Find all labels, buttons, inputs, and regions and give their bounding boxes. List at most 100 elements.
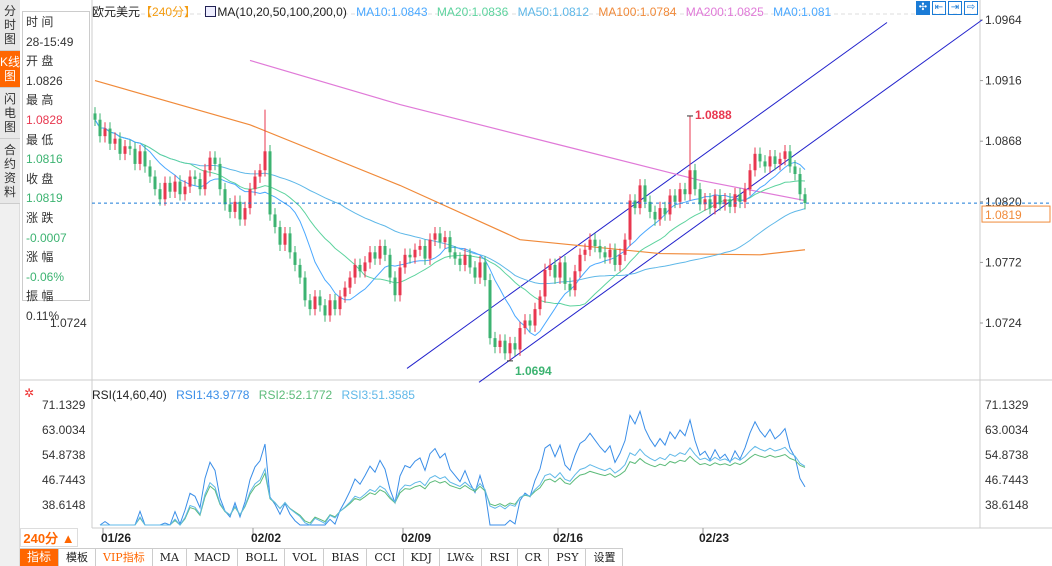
candle	[753, 147, 757, 177]
candle-body	[433, 233, 437, 240]
indicator-tab[interactable]: BOLL	[238, 549, 286, 566]
price-tick-label: 1.0772	[985, 255, 1022, 269]
tab-flash[interactable]: 闪电图	[0, 88, 20, 139]
candle-body	[578, 254, 582, 272]
indicator-tab[interactable]: 指标	[20, 549, 60, 566]
indicator-tab[interactable]: 设置	[586, 549, 624, 566]
tab-kline[interactable]: K线图	[0, 51, 20, 88]
candle-body	[408, 254, 412, 258]
ma0-value: MA0:1.081	[773, 5, 832, 19]
candle	[123, 139, 127, 161]
candle	[413, 243, 417, 264]
indicator-tab[interactable]: RSI	[482, 549, 518, 566]
candle	[428, 233, 432, 265]
candle-body	[708, 199, 712, 209]
indicator-tab[interactable]: VOL	[285, 549, 325, 566]
indicator-tab[interactable]: KDJ	[404, 549, 440, 566]
candle	[208, 151, 212, 177]
candle	[568, 277, 572, 297]
candle	[128, 139, 132, 156]
indicator-tab[interactable]: CR	[518, 549, 550, 566]
candle	[338, 290, 342, 316]
candle-body	[683, 189, 687, 195]
indicator-tab[interactable]: MA	[153, 549, 187, 566]
tab-contract-info[interactable]: 合约资料	[0, 139, 20, 204]
candle	[653, 205, 657, 226]
ma-params[interactable]: MA(10,20,50,100,200,0)	[217, 5, 347, 19]
candle-body	[713, 195, 717, 209]
rsi-tick-label-left: 46.7443	[42, 473, 86, 487]
ma50-value: MA50:1.0812	[517, 5, 590, 19]
candle	[663, 201, 667, 221]
candle	[378, 239, 382, 265]
candle	[108, 122, 112, 151]
change-value: -0.0007	[26, 230, 67, 245]
candle	[538, 290, 542, 316]
price-tick-label: 1.0964	[985, 13, 1022, 27]
rsi-tick-label: 54.8738	[985, 448, 1029, 462]
jump-latest-icon[interactable]: ⇨	[964, 1, 978, 15]
rsi-settings-icon[interactable]: ✲	[24, 386, 35, 400]
candle-body	[638, 185, 642, 209]
pct-label: 涨 幅	[26, 250, 54, 265]
candle-body	[773, 156, 777, 164]
zoom-start-icon[interactable]: ⇤	[932, 1, 946, 15]
candle	[648, 195, 652, 219]
candle	[743, 182, 747, 209]
indicator-tab[interactable]: BIAS	[324, 549, 368, 566]
candle	[343, 281, 347, 303]
candle	[93, 107, 97, 127]
indicator-tab[interactable]: PSY	[549, 549, 587, 566]
rsi1-value: RSI1:43.9778	[176, 388, 250, 402]
candle-body	[558, 262, 562, 278]
candle	[458, 252, 462, 272]
indicator-tab[interactable]: CCI	[367, 549, 404, 566]
candle-body	[443, 237, 447, 243]
candle-body	[583, 249, 587, 255]
last-price-box	[981, 205, 1051, 223]
candle-body	[803, 194, 807, 204]
candle	[133, 142, 137, 171]
candle-body	[173, 181, 177, 192]
crosshair-icon[interactable]: ✣	[916, 1, 930, 15]
indicator-tab[interactable]: VIP指标	[96, 549, 153, 566]
candle	[143, 144, 147, 173]
candle-body	[338, 296, 342, 310]
candle	[623, 233, 627, 262]
candle-body	[768, 156, 772, 167]
candle-body	[353, 264, 357, 278]
candle-body	[643, 185, 647, 202]
tab-timeshare[interactable]: 分时图	[0, 0, 20, 51]
indicator-tab[interactable]: MACD	[187, 549, 239, 566]
candle-body	[603, 252, 607, 258]
candle-body	[453, 252, 457, 259]
candle	[543, 263, 547, 303]
candle-body	[428, 239, 432, 259]
candle	[593, 233, 597, 253]
candle	[228, 198, 232, 219]
candle-body	[533, 309, 537, 326]
rsi-params[interactable]: RSI(14,60,40)	[92, 388, 167, 402]
zoom-end-icon[interactable]: ⇥	[948, 1, 962, 15]
indicator-tab[interactable]: LW&	[440, 549, 483, 566]
candle	[733, 187, 737, 214]
period-selector[interactable]: 240分 ▲	[20, 528, 78, 547]
candle-body	[733, 194, 737, 207]
candle-body	[473, 267, 477, 278]
candle	[518, 321, 522, 356]
candle-body	[518, 328, 522, 350]
candle-body	[258, 170, 262, 177]
indicator-tabs: 指标 模板 VIP指标 MA MACD BOLL VOL BIAS CCI KDJ LW& RSI CR…	[20, 548, 624, 566]
candle-body	[398, 267, 402, 296]
candle-body	[138, 151, 142, 164]
candle	[763, 155, 767, 173]
indicator-tab[interactable]: 模板	[59, 549, 97, 566]
amp-label: 振 幅	[26, 289, 54, 304]
candle	[333, 293, 337, 316]
candle	[273, 208, 277, 234]
candle-body	[188, 176, 192, 187]
candle	[533, 302, 537, 332]
candle	[658, 201, 662, 226]
rsi2-value: RSI2:52.1772	[258, 388, 333, 402]
